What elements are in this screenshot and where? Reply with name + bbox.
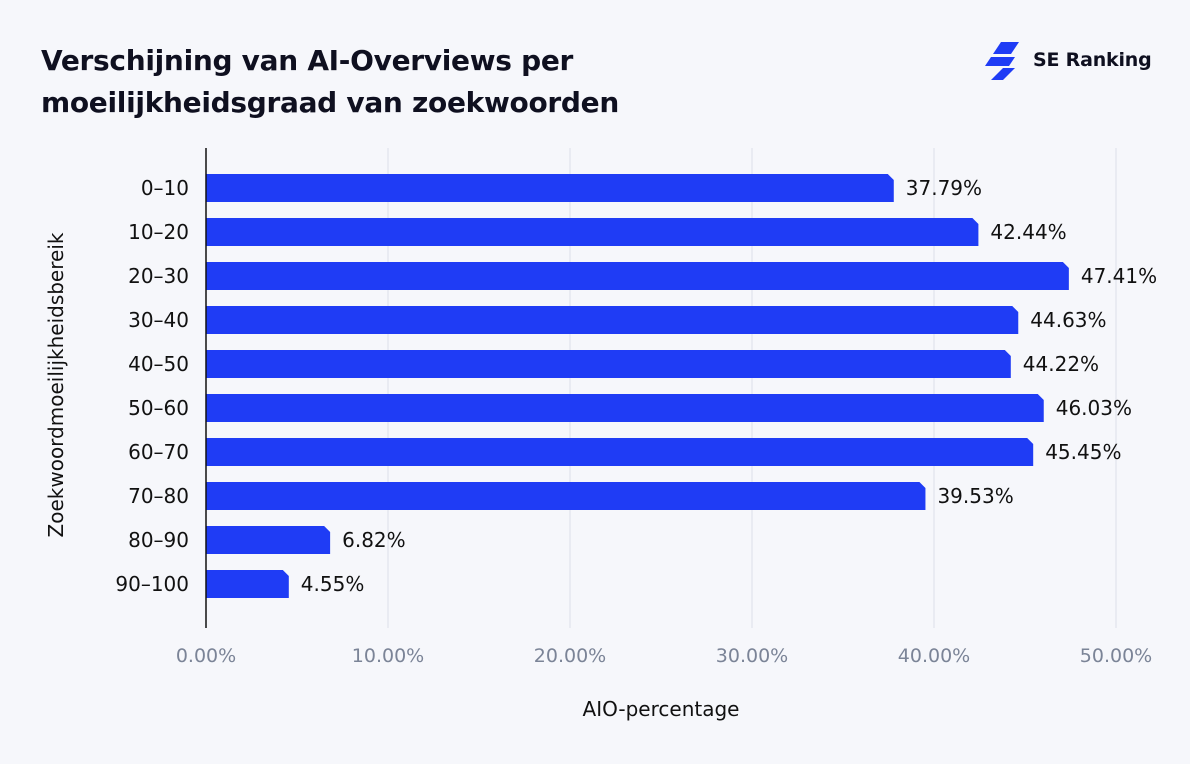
y-tick-label: 80–90 <box>128 528 189 552</box>
data-label: 4.55% <box>301 572 365 596</box>
data-label: 44.63% <box>1030 308 1106 332</box>
data-label: 46.03% <box>1056 396 1132 420</box>
data-label: 39.53% <box>937 484 1013 508</box>
data-label: 45.45% <box>1045 440 1121 464</box>
data-label: 37.79% <box>906 176 982 200</box>
y-tick-label: 30–40 <box>128 308 189 332</box>
x-tick-label: 0.00% <box>176 645 236 667</box>
data-label: 6.82% <box>342 528 406 552</box>
y-tick-label: 50–60 <box>128 396 189 420</box>
bar-layer <box>206 174 1069 598</box>
label-layer: 0.00% 10.00% 20.00% 30.00% 40.00% 50.00% 0–10 3… <box>115 176 1157 667</box>
x-tick-label: 10.00% <box>352 645 424 667</box>
brand-name: SE Ranking <box>1033 49 1152 71</box>
y-tick-label: 10–20 <box>128 220 189 244</box>
data-label: 44.22% <box>1023 352 1099 376</box>
bar <box>206 570 289 598</box>
x-tick-label: 50.00% <box>1080 645 1152 667</box>
data-label: 42.44% <box>990 220 1066 244</box>
y-tick-label: 0–10 <box>141 176 189 200</box>
bar <box>206 262 1069 290</box>
y-tick-label: 20–30 <box>128 264 189 288</box>
x-axis-title: AIO-percentage <box>583 697 740 721</box>
bar <box>206 350 1011 378</box>
x-tick-label: 30.00% <box>716 645 788 667</box>
se-ranking-logo-icon <box>985 42 1019 80</box>
bar <box>206 218 979 246</box>
data-label: 47.41% <box>1081 264 1157 288</box>
bar <box>206 394 1044 422</box>
y-tick-label: 90–100 <box>115 572 189 596</box>
y-tick-label: 40–50 <box>128 352 189 376</box>
bar <box>206 306 1019 334</box>
y-axis-title: Zoekwoordmoeilijkheidsbereik <box>44 232 68 537</box>
bar <box>206 482 926 510</box>
x-tick-label: 40.00% <box>898 645 970 667</box>
page-title: Verschijning van AI-Overviews per moeili… <box>41 44 619 119</box>
y-tick-label: 70–80 <box>128 484 189 508</box>
bar <box>206 174 894 202</box>
y-tick-label: 60–70 <box>128 440 189 464</box>
brand: SE Ranking <box>985 40 1152 80</box>
x-tick-label: 20.00% <box>534 645 606 667</box>
bar <box>206 438 1034 466</box>
bar <box>206 526 331 554</box>
